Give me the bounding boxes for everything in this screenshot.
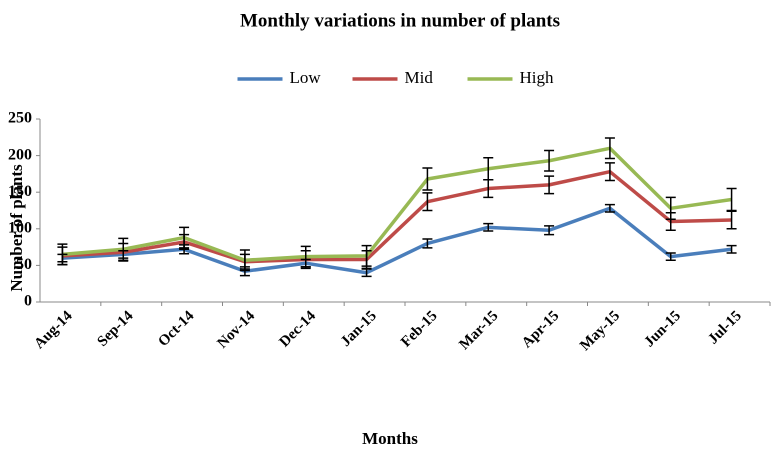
error-bar bbox=[726, 244, 737, 254]
series-line bbox=[62, 169, 732, 264]
x-axis-label: Months bbox=[362, 429, 418, 448]
series-line bbox=[62, 206, 732, 275]
error-bar bbox=[239, 249, 250, 272]
y-axis-label: Number of plants bbox=[7, 164, 26, 292]
y-tick-label: 50 bbox=[16, 256, 32, 273]
legend-label: High bbox=[520, 68, 555, 87]
error-bar bbox=[179, 226, 190, 249]
x-tick-label: Nov-14 bbox=[214, 308, 258, 352]
error-bar bbox=[604, 162, 615, 182]
x-tick-label: Dec-14 bbox=[276, 308, 319, 351]
x-tick-label: Apr-15 bbox=[519, 308, 562, 351]
error-bar bbox=[483, 222, 494, 232]
error-bar bbox=[544, 175, 555, 195]
error-bar bbox=[422, 192, 433, 212]
y-tick-label: 200 bbox=[8, 146, 32, 163]
x-tick-label: Jun-15 bbox=[641, 308, 684, 351]
error-bar bbox=[300, 245, 311, 268]
error-bar bbox=[665, 252, 676, 262]
y-tick-label: 0 bbox=[24, 293, 32, 310]
error-bar bbox=[544, 149, 555, 172]
y-tick-label: 100 bbox=[8, 219, 32, 236]
error-bar bbox=[483, 157, 494, 181]
x-tick-label: May-15 bbox=[577, 308, 623, 354]
x-tick-label: Aug-14 bbox=[31, 308, 76, 353]
x-tick-label: Oct-14 bbox=[155, 308, 197, 350]
error-bar bbox=[57, 243, 68, 266]
error-bar bbox=[604, 203, 615, 213]
error-bar bbox=[422, 167, 433, 191]
x-tick-label: Sep-14 bbox=[95, 308, 137, 350]
x-tick-label: Jul-15 bbox=[705, 308, 745, 348]
error-bar bbox=[361, 244, 372, 267]
x-tick-label: Feb-15 bbox=[398, 308, 441, 351]
error-bar bbox=[726, 187, 737, 212]
chart-title: Monthly variations in number of plants bbox=[240, 10, 560, 31]
legend-label: Mid bbox=[405, 68, 434, 87]
y-tick-label: 250 bbox=[8, 110, 32, 127]
error-bar bbox=[665, 196, 676, 221]
series-line bbox=[62, 146, 732, 263]
x-tick-label: Mar-15 bbox=[456, 308, 501, 353]
error-bar bbox=[118, 237, 129, 262]
error-bar bbox=[544, 225, 555, 236]
legend-label: Low bbox=[290, 68, 322, 87]
error-bar bbox=[422, 238, 433, 249]
y-tick-label: 150 bbox=[8, 183, 32, 200]
error-bar bbox=[604, 137, 615, 160]
x-tick-label: Jan-15 bbox=[338, 308, 380, 350]
